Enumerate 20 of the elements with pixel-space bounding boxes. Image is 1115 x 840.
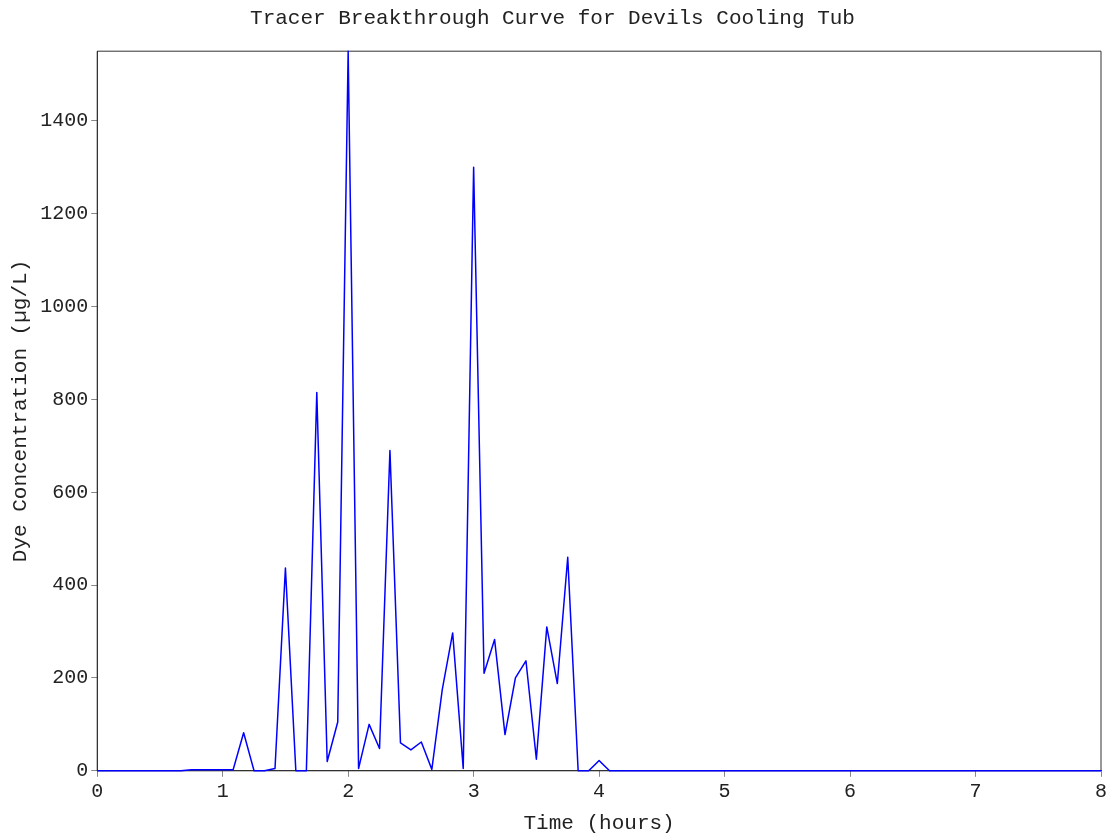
y-tick-label: 1200 xyxy=(40,201,89,225)
x-tick-label: 7 xyxy=(969,780,982,804)
y-tick-label: 400 xyxy=(52,573,89,597)
y-tick-label: 600 xyxy=(52,480,89,504)
x-tick-label: 6 xyxy=(844,780,857,804)
x-tick-label: 1 xyxy=(216,780,229,804)
y-tick-label: 200 xyxy=(52,666,89,690)
y-axis-title: Dye Concentration (µg/L) xyxy=(9,259,33,563)
chart-title: Tracer Breakthrough Curve for Devils Cooling Tub xyxy=(250,7,855,31)
y-tick-label: 1000 xyxy=(40,294,89,318)
y-tick-label: 800 xyxy=(52,387,89,411)
x-tick-label: 3 xyxy=(467,780,480,804)
x-tick-label: 2 xyxy=(342,780,355,804)
y-tick-label: 1400 xyxy=(40,109,89,133)
x-tick-label: 4 xyxy=(593,780,606,804)
x-tick-label: 0 xyxy=(91,780,104,804)
x-tick-label: 5 xyxy=(718,780,731,804)
x-axis-title: Time (hours) xyxy=(523,811,675,835)
y-tick-label: 0 xyxy=(76,759,89,783)
x-tick-label: 8 xyxy=(1094,780,1108,804)
